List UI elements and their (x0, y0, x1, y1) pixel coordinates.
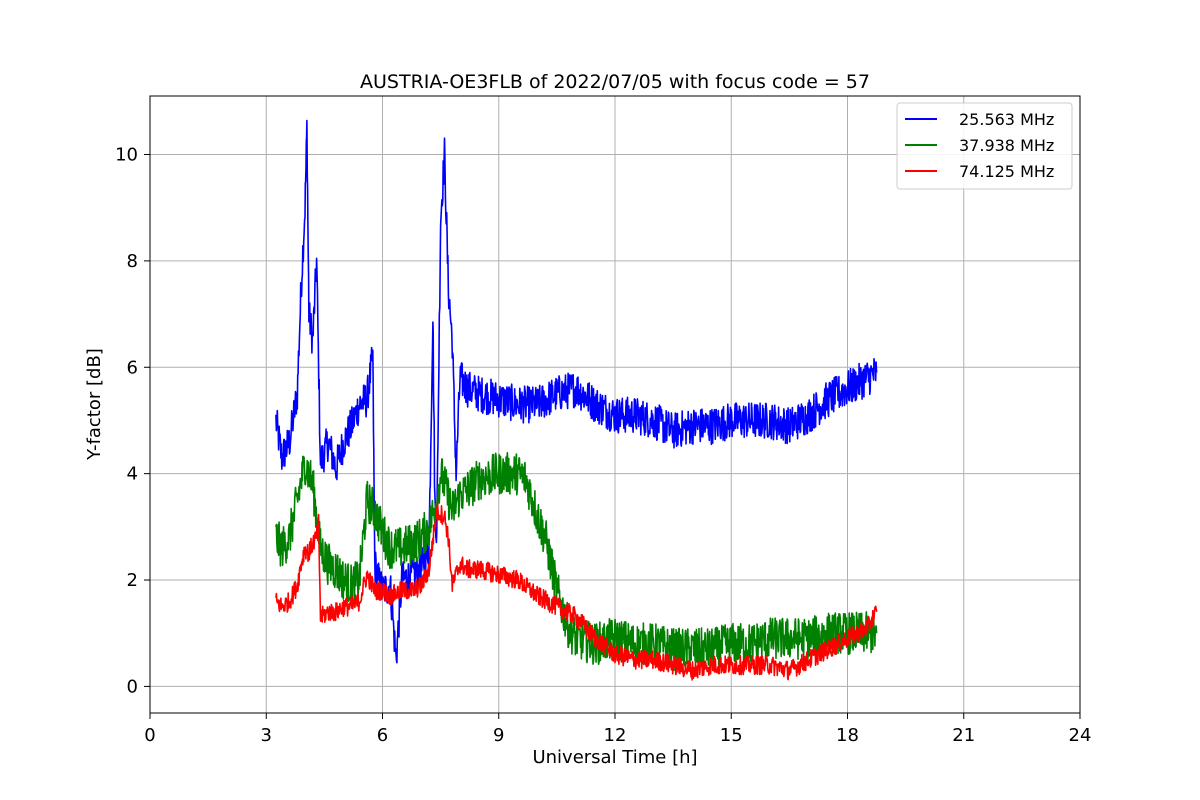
x-tick-label: 0 (144, 725, 155, 746)
y-tick-label: 8 (127, 251, 138, 272)
y-tick-label: 6 (127, 357, 138, 378)
y-axis-label: Y-factor [dB] (84, 348, 105, 461)
legend-label: 25.563 MHz (959, 110, 1054, 129)
x-tick-label: 12 (604, 725, 627, 746)
x-tick-label: 3 (261, 725, 272, 746)
chart-title: AUSTRIA-OE3FLB of 2022/07/05 with focus … (360, 71, 870, 93)
series-line-3 (275, 502, 878, 681)
x-tick-label: 9 (493, 725, 504, 746)
x-axis-label: Universal Time [h] (532, 747, 697, 768)
y-tick-label: 0 (127, 676, 138, 697)
x-tick-label: 18 (836, 725, 859, 746)
series-line-1 (275, 119, 878, 664)
legend-label: 37.938 MHz (959, 136, 1054, 155)
y-tick-label: 4 (127, 464, 138, 485)
legend-label: 74.125 MHz (959, 162, 1054, 181)
legend: 25.563 MHz 37.938 MHz 74.125 MHz (896, 102, 1073, 190)
y-tick-label: 2 (127, 570, 138, 591)
x-tick-label: 24 (1069, 725, 1092, 746)
y-tick-label: 10 (115, 145, 138, 166)
x-tick-label: 6 (377, 725, 388, 746)
legend-box (896, 102, 1073, 190)
x-tick-label: 21 (952, 725, 975, 746)
series-line-2 (275, 452, 878, 672)
x-tick-label: 15 (720, 725, 743, 746)
